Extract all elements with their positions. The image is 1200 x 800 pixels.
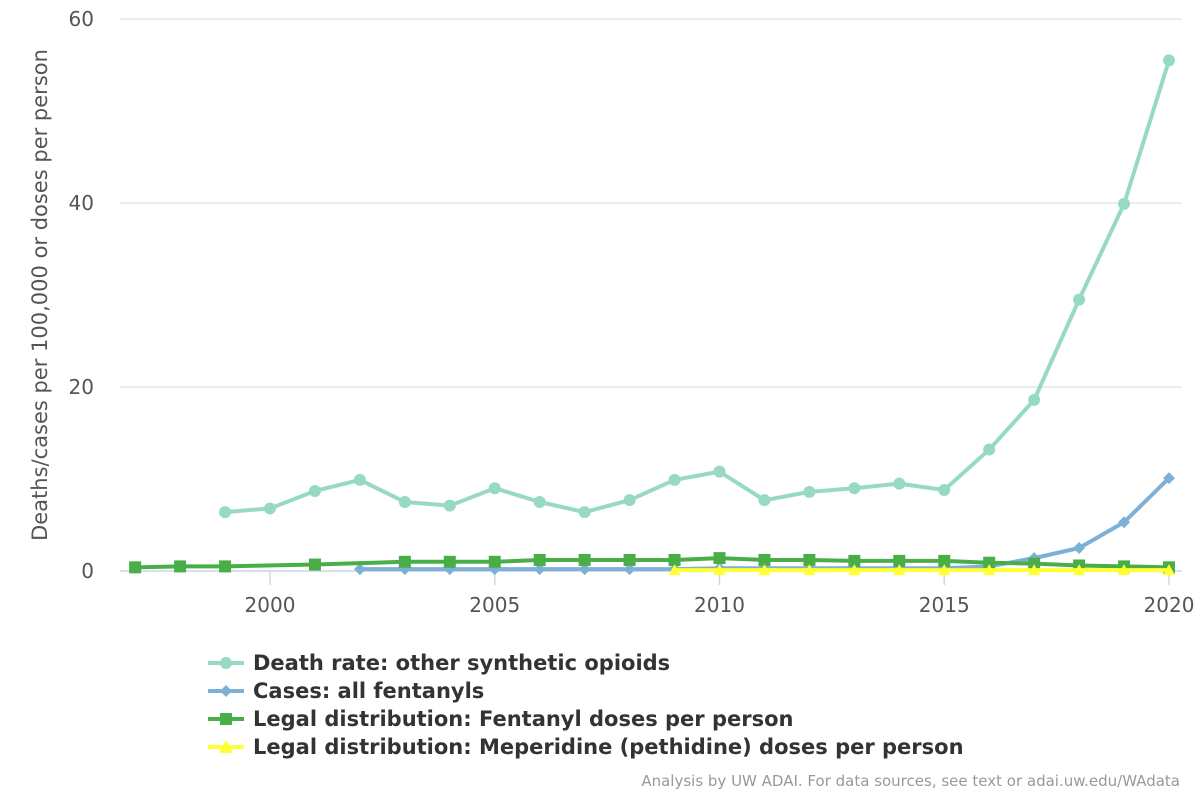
data-point[interactable] xyxy=(578,506,591,519)
legend-label: Death rate: other synthetic opioids xyxy=(253,651,671,675)
credits-text[interactable]: Analysis by UW ADAI. For data sources, s… xyxy=(641,772,1180,790)
data-point[interactable] xyxy=(1028,564,1041,576)
data-point[interactable] xyxy=(533,496,546,508)
data-point[interactable] xyxy=(1163,54,1175,67)
y-tick-label: 0 xyxy=(81,559,94,583)
data-point[interactable] xyxy=(1073,293,1086,306)
data-point[interactable] xyxy=(758,564,771,576)
data-point[interactable] xyxy=(848,554,861,567)
x-tick-label: 2020 xyxy=(1144,593,1195,617)
y-axis: 0 20 40 60 xyxy=(69,7,94,583)
data-point[interactable] xyxy=(983,443,996,456)
data-point[interactable] xyxy=(129,561,142,574)
triangle-marker-icon xyxy=(208,740,244,753)
data-point[interactable] xyxy=(398,496,411,508)
legend-label: Cases: all fentanyls xyxy=(253,679,485,703)
data-point[interactable] xyxy=(713,564,726,576)
data-point[interactable] xyxy=(488,482,501,495)
x-tick-label: 2010 xyxy=(694,593,745,617)
legend: Death rate: other synthetic opioids Case… xyxy=(208,649,964,761)
y-axis-title: Deaths/cases per 100,000 or doses per pe… xyxy=(28,49,52,541)
data-point[interactable] xyxy=(758,494,771,507)
data-point[interactable] xyxy=(848,482,861,495)
data-point[interactable] xyxy=(443,499,456,512)
data-point[interactable] xyxy=(803,485,816,498)
data-point[interactable] xyxy=(174,560,187,573)
y-tick-label: 60 xyxy=(69,7,94,31)
data-point[interactable] xyxy=(668,553,681,566)
x-tick-label: 2000 xyxy=(245,593,296,617)
series-layer xyxy=(129,54,1175,576)
data-point[interactable] xyxy=(938,554,951,567)
data-point[interactable] xyxy=(264,502,276,515)
legend-label: Legal distribution: Fentanyl doses per p… xyxy=(253,707,794,731)
data-point[interactable] xyxy=(1118,197,1131,210)
data-point[interactable] xyxy=(353,563,366,576)
data-point[interactable] xyxy=(893,477,906,490)
data-point[interactable] xyxy=(983,556,996,569)
data-point[interactable] xyxy=(623,494,636,507)
x-tick-label: 2005 xyxy=(469,593,520,617)
diamond-marker-icon xyxy=(208,685,244,697)
data-point[interactable] xyxy=(623,553,636,566)
data-point[interactable] xyxy=(443,555,456,568)
data-point[interactable] xyxy=(1028,557,1041,570)
data-point[interactable] xyxy=(668,473,681,486)
data-point[interactable] xyxy=(308,484,321,497)
data-point[interactable] xyxy=(803,564,816,576)
data-point[interactable] xyxy=(533,563,546,576)
y-tick-label: 20 xyxy=(69,375,94,399)
legend-item-meperidine-doses[interactable]: Legal distribution: Meperidine (pethidin… xyxy=(208,733,964,761)
data-point[interactable] xyxy=(1073,542,1086,554)
data-point[interactable] xyxy=(219,506,232,519)
data-point[interactable] xyxy=(578,563,591,576)
legend-label: Legal distribution: Meperidine (pethidin… xyxy=(253,735,964,759)
data-point[interactable] xyxy=(578,553,591,566)
data-point[interactable] xyxy=(758,553,771,566)
data-point[interactable] xyxy=(713,465,726,478)
data-point[interactable] xyxy=(1028,393,1041,406)
series-line xyxy=(135,556,1170,570)
square-marker-icon xyxy=(208,713,244,725)
legend-item-death-rate[interactable]: Death rate: other synthetic opioids xyxy=(208,649,964,677)
series-0 xyxy=(219,54,1175,519)
legend-item-cases-fentanyls[interactable]: Cases: all fentanyls xyxy=(208,677,964,705)
series-line xyxy=(224,59,1171,515)
data-point[interactable] xyxy=(1163,564,1175,576)
data-point[interactable] xyxy=(1163,472,1175,485)
data-point[interactable] xyxy=(219,560,232,573)
data-point[interactable] xyxy=(1118,516,1131,529)
data-point[interactable] xyxy=(353,473,366,486)
legend-item-fentanyl-doses[interactable]: Legal distribution: Fentanyl doses per p… xyxy=(208,705,964,733)
data-point[interactable] xyxy=(893,554,906,567)
data-point[interactable] xyxy=(1073,564,1086,576)
data-point[interactable] xyxy=(623,563,636,576)
data-point[interactable] xyxy=(893,564,906,576)
x-tick-label: 2015 xyxy=(919,593,970,617)
data-point[interactable] xyxy=(938,564,951,576)
data-point[interactable] xyxy=(983,564,996,576)
circle-marker-icon xyxy=(208,657,244,669)
data-point[interactable] xyxy=(488,555,501,568)
x-axis: 2000 2005 2010 2015 2020 xyxy=(120,570,1195,617)
data-point[interactable] xyxy=(398,555,411,568)
series-3 xyxy=(668,564,1175,576)
gridlines xyxy=(120,18,1182,388)
y-tick-label: 40 xyxy=(69,191,94,215)
data-point[interactable] xyxy=(803,553,816,566)
data-point[interactable] xyxy=(308,558,321,571)
data-point[interactable] xyxy=(848,564,861,576)
data-point[interactable] xyxy=(713,552,726,565)
data-point[interactable] xyxy=(533,553,546,566)
data-point[interactable] xyxy=(668,564,681,576)
data-point[interactable] xyxy=(938,484,951,497)
data-point[interactable] xyxy=(1118,564,1131,576)
